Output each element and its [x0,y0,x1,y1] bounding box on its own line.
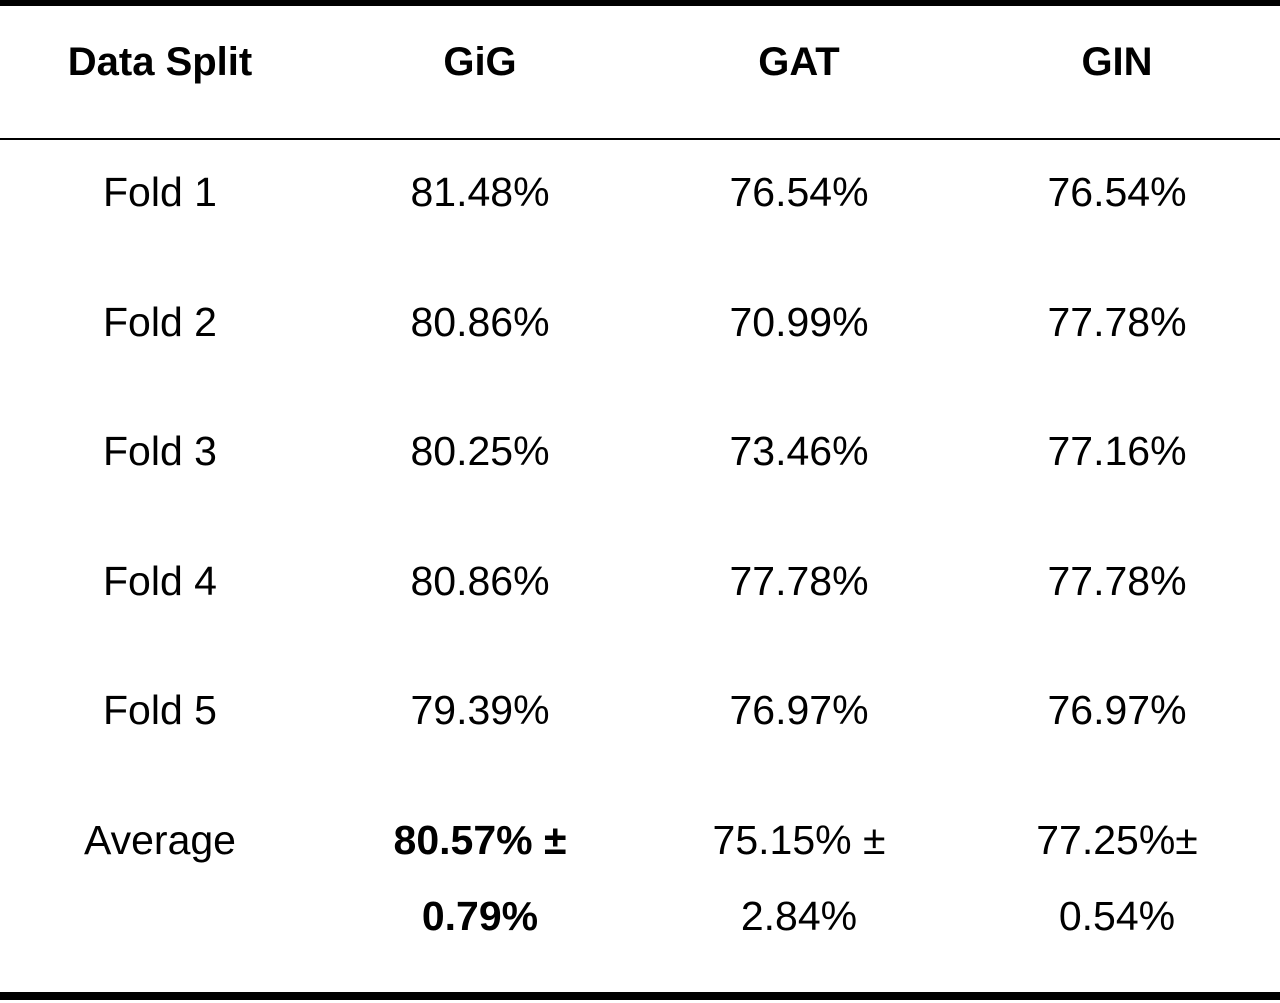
row-label: Fold 3 [103,428,217,474]
top-rule [0,0,1280,6]
gig-value: 80.25% [410,428,550,474]
gin-average-std: 0.54% [1058,893,1176,939]
table-row: Fold 1 81.48% 76.54% 76.54% [0,154,1280,230]
gat-average-std: 2.84% [740,893,858,939]
gig-average-mean: 80.57% ± [393,817,567,863]
table-row: Fold 4 80.86% 77.78% 77.78% [0,543,1280,619]
column-header-gig: GiG [443,40,517,84]
column-header-gat: GAT [758,40,840,84]
bottom-rule [0,992,1280,1000]
gig-value: 80.86% [410,299,550,345]
gin-average-mean: 77.25%± [1036,817,1198,863]
table-row: Fold 2 80.86% 70.99% 77.78% [0,284,1280,360]
gat-average-mean: 75.15% ± [712,817,886,863]
gig-value: 79.39% [410,687,550,733]
row-label: Fold 1 [103,169,217,215]
table-row: Fold 3 80.25% 73.46% 77.16% [0,413,1280,489]
gin-value: 77.78% [1047,299,1187,345]
gig-value: 81.48% [410,169,550,215]
gin-value: 76.97% [1047,687,1187,733]
gin-average: 77.25%± 0.54% [958,802,1276,954]
gig-average: 80.57% ± 0.79% [320,802,640,954]
gat-value: 76.54% [729,169,869,215]
header-row: Data Split GiG GAT GIN [0,24,1280,100]
gat-value: 77.78% [729,558,869,604]
header-rule [0,138,1280,140]
column-header-gin: GIN [1081,40,1153,84]
row-label-average: Average [84,817,236,863]
column-header-data-split: Data Split [67,40,253,84]
gin-value: 77.16% [1047,428,1187,474]
average-row: Average 80.57% ± 0.79% 75.15% ± 2.84% 77… [0,802,1280,954]
table-row: Fold 5 79.39% 76.97% 76.97% [0,672,1280,748]
gin-value: 77.78% [1047,558,1187,604]
row-label: Fold 5 [103,687,217,733]
gat-value: 70.99% [729,299,869,345]
gig-average-std: 0.79% [421,893,539,939]
gat-value: 73.46% [729,428,869,474]
row-label: Fold 4 [103,558,217,604]
gat-average: 75.15% ± 2.84% [640,802,958,954]
gin-value: 76.54% [1047,169,1187,215]
row-label: Fold 2 [103,299,217,345]
gat-value: 76.97% [729,687,869,733]
gig-value: 80.86% [410,558,550,604]
